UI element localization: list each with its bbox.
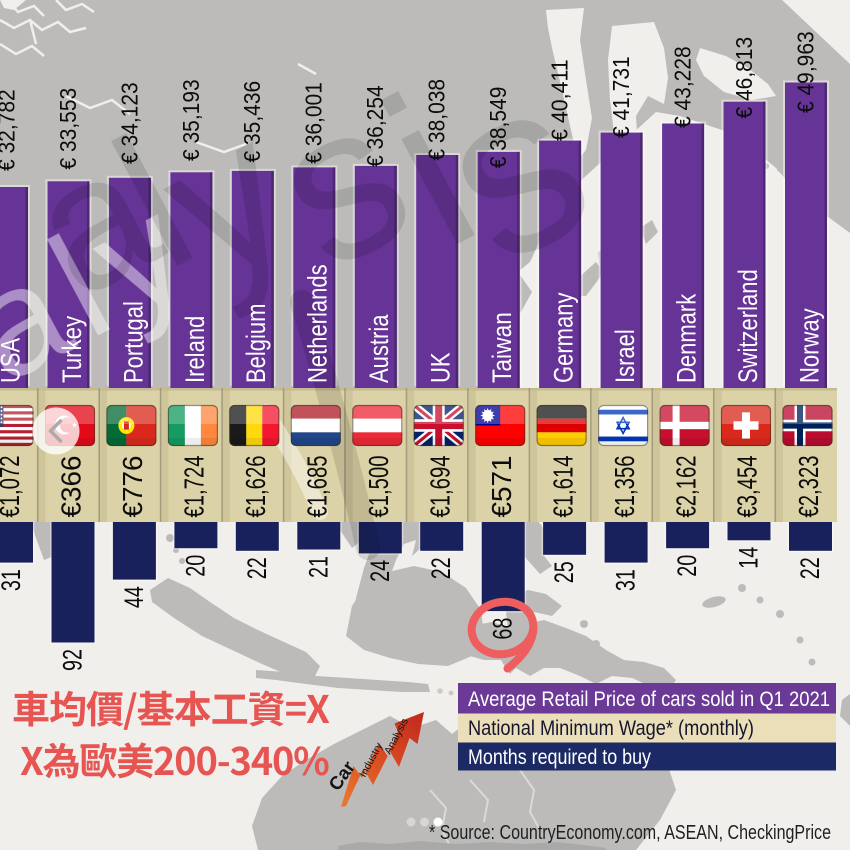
svg-text:20: 20: [672, 555, 702, 577]
svg-text:92: 92: [58, 649, 88, 671]
svg-text:Months required to buy: Months required to buy: [468, 746, 651, 769]
svg-text:Ireland: Ireland: [180, 316, 210, 383]
svg-text:Average Retail Price of cars s: Average Retail Price of cars sold in Q1 …: [468, 688, 830, 711]
svg-text:€ 32,782: € 32,782: [0, 89, 19, 171]
svg-text:€ 41,731: € 41,731: [608, 56, 634, 138]
svg-text:€1,694: €1,694: [424, 456, 455, 518]
svg-text:22: 22: [795, 557, 825, 579]
svg-text:31: 31: [0, 569, 26, 591]
svg-text:Austria: Austria: [364, 314, 394, 383]
svg-text:14: 14: [734, 547, 764, 569]
svg-text:€571: €571: [486, 455, 517, 517]
svg-text:€ 46,813: € 46,813: [731, 37, 757, 119]
svg-text:Portugal: Portugal: [118, 301, 148, 383]
svg-text:€366: €366: [56, 456, 87, 518]
svg-text:22: 22: [242, 557, 272, 579]
svg-text:UK: UK: [426, 352, 456, 383]
svg-text:Belgium: Belgium: [241, 304, 271, 384]
svg-text:€1,614: €1,614: [547, 456, 578, 518]
svg-text:€ 38,549: € 38,549: [485, 87, 511, 169]
svg-text:€ 36,254: € 36,254: [362, 85, 388, 167]
svg-text:€1,626: €1,626: [240, 456, 271, 518]
svg-text:€ 33,553: € 33,553: [55, 88, 81, 170]
svg-text:Netherlands: Netherlands: [303, 264, 333, 383]
svg-text:€3,454: €3,454: [732, 456, 763, 518]
svg-text:€776: €776: [117, 456, 148, 518]
svg-text:* Source: CountryEconomy.com,: * Source: CountryEconomy.com, ASEAN, Che…: [429, 822, 831, 844]
svg-text:€ 40,411: € 40,411: [547, 59, 573, 141]
svg-text:20: 20: [180, 555, 210, 577]
svg-text:Norway: Norway: [794, 308, 824, 383]
svg-text:€1,356: €1,356: [609, 456, 640, 518]
svg-text:€2,162: €2,162: [670, 456, 701, 518]
svg-text:USA: USA: [0, 338, 25, 383]
svg-text:€ 49,963: € 49,963: [792, 31, 818, 113]
svg-text:68: 68: [488, 618, 518, 640]
svg-text:€1,685: €1,685: [302, 456, 333, 518]
svg-text:€ 43,228: € 43,228: [670, 46, 696, 128]
svg-text:Switzerland: Switzerland: [733, 269, 763, 383]
svg-text:€ 38,038: € 38,038: [424, 79, 450, 161]
svg-text:National Minimum Wage* (monthl: National Minimum Wage* (monthly): [468, 717, 754, 740]
svg-text:€ 34,123: € 34,123: [116, 82, 142, 164]
svg-text:Denmark: Denmark: [672, 293, 702, 383]
svg-text:€1,500: €1,500: [363, 456, 394, 518]
svg-text:Germany: Germany: [549, 292, 579, 383]
svg-text:44: 44: [119, 586, 149, 608]
svg-text:22: 22: [426, 557, 456, 579]
svg-text:25: 25: [549, 561, 579, 583]
svg-text:Turkey: Turkey: [57, 315, 87, 383]
svg-text:Taiwan: Taiwan: [487, 312, 517, 383]
svg-text:€1,072: €1,072: [0, 456, 25, 518]
svg-text:€ 35,436: € 35,436: [239, 81, 265, 163]
svg-text:€2,323: €2,323: [793, 456, 824, 518]
svg-text:31: 31: [611, 569, 641, 591]
svg-text:Israel: Israel: [610, 329, 640, 383]
svg-text:24: 24: [365, 560, 395, 582]
svg-text:21: 21: [303, 556, 333, 578]
svg-text:€ 35,193: € 35,193: [178, 79, 204, 161]
svg-text:€1,724: €1,724: [179, 456, 210, 518]
svg-text:€ 36,001: € 36,001: [301, 82, 327, 164]
